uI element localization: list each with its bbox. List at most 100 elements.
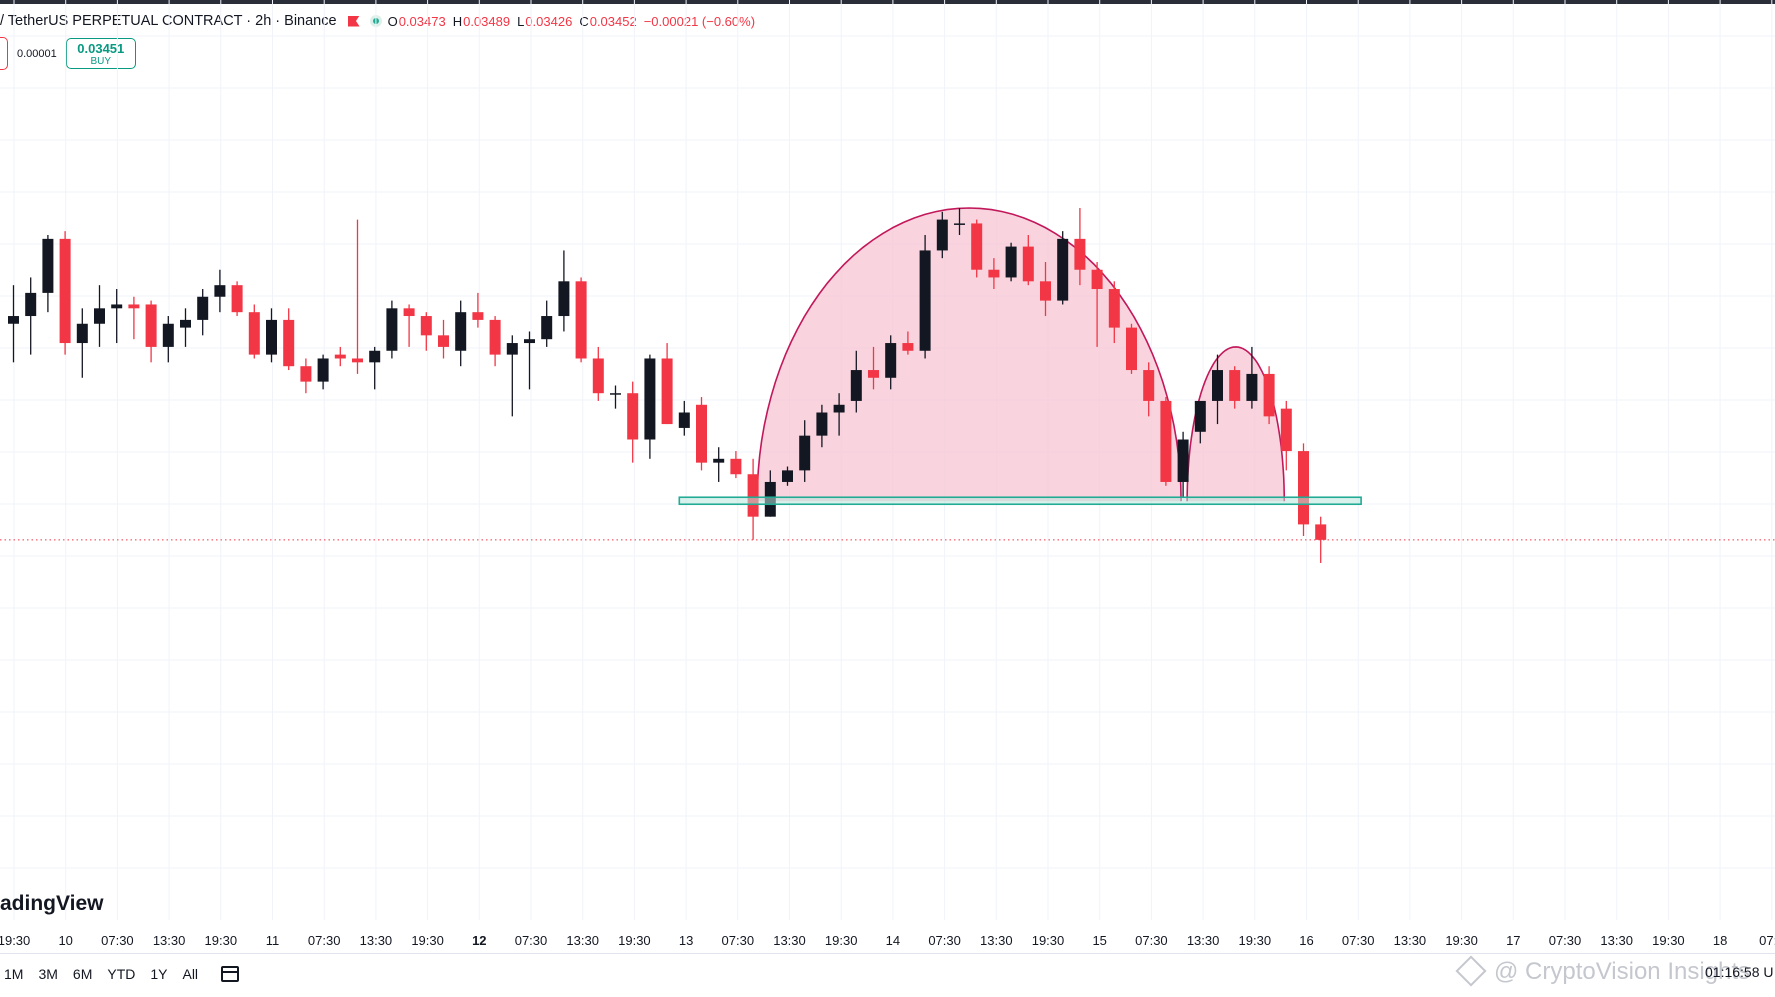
candle — [627, 381, 639, 463]
candle — [1057, 231, 1069, 305]
calendar-icon[interactable] — [221, 966, 240, 982]
candle — [1005, 242, 1017, 282]
candle — [59, 231, 71, 355]
candle-body — [713, 458, 725, 463]
candle — [506, 335, 518, 417]
candle-body — [25, 292, 37, 317]
candle-body — [266, 319, 277, 355]
time-axis-tick-label: 13:30 — [153, 933, 186, 948]
candle — [352, 219, 363, 374]
time-axis-tick-label: 07:30 — [1342, 933, 1375, 948]
pattern-drawings[interactable] — [756, 207, 1286, 502]
candle — [1298, 443, 1309, 536]
pattern-fill[interactable] — [1187, 346, 1285, 502]
candle-body — [403, 308, 415, 317]
candle — [610, 385, 621, 409]
candle — [111, 289, 123, 344]
candle — [1229, 366, 1241, 409]
candle-body — [1280, 408, 1292, 452]
candle — [369, 346, 381, 390]
candle — [1126, 323, 1137, 374]
symbol-title[interactable]: / TetherUS PERPETUAL CONTRACT · 2h · Bin… — [0, 13, 337, 29]
candle — [180, 308, 191, 347]
candle-body — [816, 412, 828, 436]
time-axis-tick-label: 07:30 — [722, 933, 755, 948]
pattern-outline[interactable] — [756, 207, 1182, 502]
candle-body — [283, 319, 295, 367]
candle — [575, 277, 587, 363]
candle-body — [180, 319, 191, 328]
candle — [1074, 208, 1086, 286]
time-axis-tick-label: 15 — [1092, 933, 1106, 948]
time-axis[interactable]: 19:30 10 07:30 13:30 19:30 11 07:30 13:30 19:30 1… — [0, 933, 1775, 948]
utc-clock[interactable]: 01:16:58 U — [1705, 964, 1774, 980]
time-axis-tick-label: 13:30 — [1187, 933, 1220, 948]
spread-value: 0.00001 — [17, 47, 57, 60]
candle — [334, 346, 346, 367]
neckline-zone[interactable] — [678, 496, 1362, 506]
candle-body — [386, 308, 398, 351]
candle — [1194, 400, 1206, 444]
candle-body — [1229, 370, 1241, 401]
candle-body — [627, 393, 639, 440]
candle-body — [678, 412, 690, 428]
range-6m[interactable]: 6M — [72, 966, 93, 982]
ohlc-close: C0.03452 — [579, 13, 637, 29]
candle — [472, 292, 484, 328]
chart-overlays — [0, 496, 1775, 541]
candle-body — [575, 281, 587, 359]
candle-body — [730, 458, 742, 475]
candle-body — [1126, 327, 1137, 371]
candle — [94, 285, 105, 347]
time-axis-tick-label: 14 — [886, 933, 900, 948]
candle-body — [231, 285, 243, 313]
time-axis-tick-label: 10 — [58, 933, 72, 948]
time-axis-tick-label: 07:30 — [101, 933, 134, 948]
candle-body — [455, 312, 467, 351]
time-axis-tick-label: 19:30 — [618, 933, 651, 948]
candle-body — [369, 350, 381, 363]
candle-body — [868, 370, 879, 378]
buy-button[interactable]: 0.03451 BUY — [65, 38, 136, 69]
range-1y[interactable]: 1Y — [150, 966, 168, 982]
range-3m[interactable]: 3M — [38, 966, 58, 982]
time-axis-tick-label: 17 — [1506, 933, 1520, 948]
binance-logo-icon — [1455, 955, 1487, 987]
candle — [248, 304, 260, 359]
candle — [1108, 281, 1120, 344]
candle — [902, 331, 914, 355]
sell-button[interactable] — [0, 37, 8, 70]
candle-body — [128, 304, 140, 309]
time-axis-tick-label: 13:30 — [980, 933, 1013, 948]
candle-body — [472, 312, 484, 320]
time-axis-tick-label: 19:30 — [1445, 933, 1478, 948]
candle-body — [1212, 370, 1223, 401]
candle — [1040, 262, 1051, 317]
quick-trade-panel: 0.00001 0.03451 BUY — [0, 37, 136, 70]
range-1m[interactable]: 1M — [4, 966, 24, 982]
candle-body — [8, 316, 19, 324]
tradingview-logo-text[interactable]: adingView — [0, 892, 104, 915]
candle — [283, 308, 295, 371]
candle — [231, 281, 243, 317]
pattern-fill[interactable] — [757, 208, 1182, 502]
candle — [1091, 262, 1103, 347]
range-ytd[interactable]: YTD — [107, 966, 136, 982]
candle — [1022, 235, 1034, 286]
candle — [420, 312, 432, 351]
candle-body — [1057, 238, 1069, 301]
ohlc-open: O0.03473 — [387, 13, 446, 29]
candle-body — [833, 404, 845, 413]
time-axis-tick-label: 19:30 — [1239, 933, 1272, 948]
candle-body — [524, 339, 535, 344]
candle — [300, 358, 312, 394]
candle — [592, 346, 604, 401]
range-all[interactable]: All — [182, 966, 199, 982]
candle-body — [76, 323, 88, 344]
flag-icon[interactable] — [347, 15, 360, 27]
time-axis-tick-label: 18 — [1713, 933, 1727, 948]
price-chart[interactable]: 19:30 10 07:30 13:30 19:30 11 07:30 13:30 19:30 1… — [0, 0, 1775, 953]
candle — [799, 420, 811, 482]
candle — [8, 285, 19, 363]
pattern-outline[interactable] — [1186, 346, 1286, 502]
